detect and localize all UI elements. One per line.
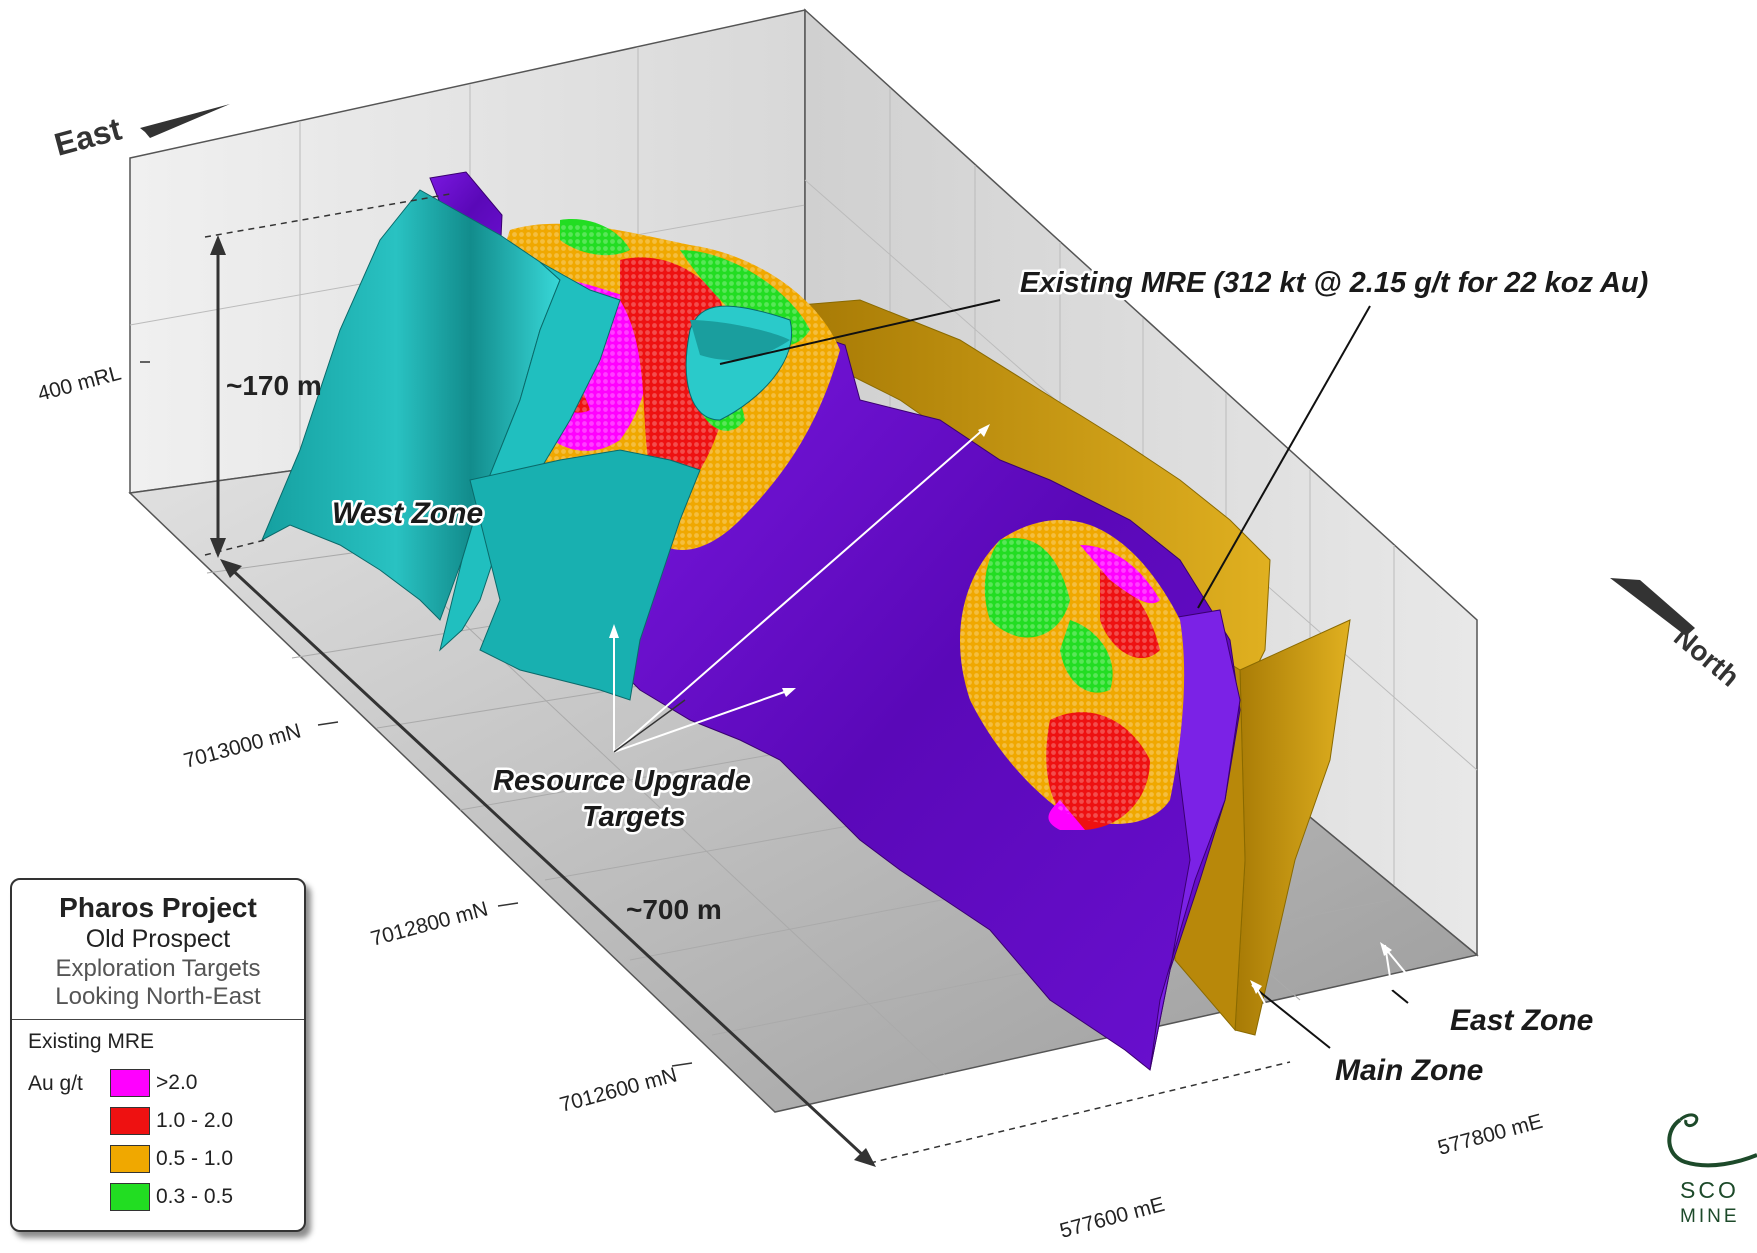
axis-ticks	[140, 361, 693, 1067]
legend-swatch	[110, 1183, 150, 1211]
northing-label-2: 7012800 mN	[368, 897, 490, 950]
west-zone-label: West Zone	[332, 497, 483, 530]
legend-line4: Looking North-East	[55, 983, 261, 1010]
main-zone-label: Main Zone	[1335, 1054, 1483, 1087]
existing-mre-callout-lines	[719, 299, 1371, 609]
length-dimension	[220, 559, 1291, 1167]
legend-mre-label: Existing MRE	[28, 1030, 155, 1053]
legend-range-label: 1.0 - 2.0	[156, 1109, 234, 1132]
east-label: East	[50, 110, 125, 162]
legend-ranges: >2.0 1.0 - 2.0 0.5 - 1.0 0.3 - 0.5	[110, 1064, 233, 1216]
north-arrow	[1610, 578, 1695, 636]
logo-text-1: SCO	[1680, 1177, 1739, 1203]
legend-swatch	[110, 1107, 150, 1135]
legend-subtitle: Old Prospect	[85, 925, 231, 953]
legend-range-row: >2.0	[110, 1064, 233, 1102]
west-zone-surface	[260, 189, 792, 701]
existing-mre-label: Existing MRE (312 kt @ 2.15 g/t for 22 k…	[1020, 267, 1648, 299]
legend-range-label: >2.0	[156, 1071, 198, 1094]
length-label: ~700 m	[626, 894, 722, 925]
legend-swatch	[110, 1145, 150, 1173]
east-zone-label: East Zone	[1450, 1004, 1593, 1037]
mre-block-main	[960, 520, 1185, 830]
height-dimension	[204, 193, 451, 558]
easting-label-1: 577600 mE	[1057, 1193, 1167, 1243]
rl-400-label: 400 mRL	[35, 362, 123, 406]
company-logo: SCO MINE	[1660, 1100, 1757, 1248]
legend-range-label: 0.3 - 0.5	[156, 1185, 234, 1208]
northing-label-3: 7012600 mN	[557, 1063, 679, 1116]
legend-range-row: 0.3 - 0.5	[110, 1178, 233, 1216]
east-arrow	[140, 104, 230, 138]
legend-range-row: 0.5 - 1.0	[110, 1140, 233, 1178]
logo-text-2: MINE	[1680, 1206, 1740, 1227]
legend-header: Pharos Project Old Prospect Exploration …	[12, 880, 304, 1020]
northing-label-1: 7013000 mN	[181, 719, 303, 772]
legend-unit: Au g/t	[28, 1072, 83, 1095]
legend-line3: Exploration Targets	[55, 955, 261, 982]
height-label: ~170 m	[226, 370, 322, 401]
upgrade-label-line2: Targets	[582, 801, 686, 833]
legend-title: Pharos Project	[59, 892, 257, 923]
north-label: North	[1668, 621, 1745, 693]
legend-range-row: 1.0 - 2.0	[110, 1102, 233, 1140]
legend-box: Pharos Project Old Prospect Exploration …	[10, 878, 306, 1232]
legend-body: Existing MRE Au g/t >2.0 1.0 - 2.0 0.5 -…	[12, 1020, 304, 1211]
easting-label-2: 577800 mE	[1435, 1110, 1545, 1160]
legend-swatch	[110, 1069, 150, 1097]
upgrade-target-arrows	[609, 424, 990, 753]
logo-mark: SCO MINE	[1667, 1113, 1757, 1227]
zone-label-arrows	[1250, 942, 1429, 1051]
legend-range-label: 0.5 - 1.0	[156, 1147, 234, 1170]
upgrade-label-line1: Resource Upgrade	[493, 765, 751, 797]
